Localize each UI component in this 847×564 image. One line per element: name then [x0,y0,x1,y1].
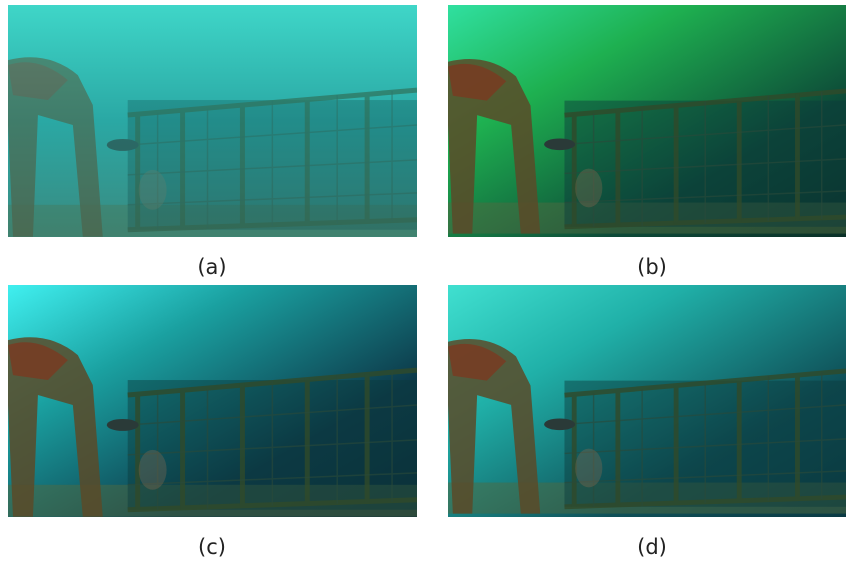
panel-c: (c) [8,285,417,559]
panel-b: (b) [448,5,846,279]
caption: (c) [198,535,226,559]
caption: (a) [197,255,226,279]
panel-d: (d) [448,285,846,559]
caption: (d) [637,535,667,559]
caption: (b) [637,255,667,279]
panel-a: (a) [8,5,417,279]
figure: (a) (b) (c) (d) [0,0,847,564]
